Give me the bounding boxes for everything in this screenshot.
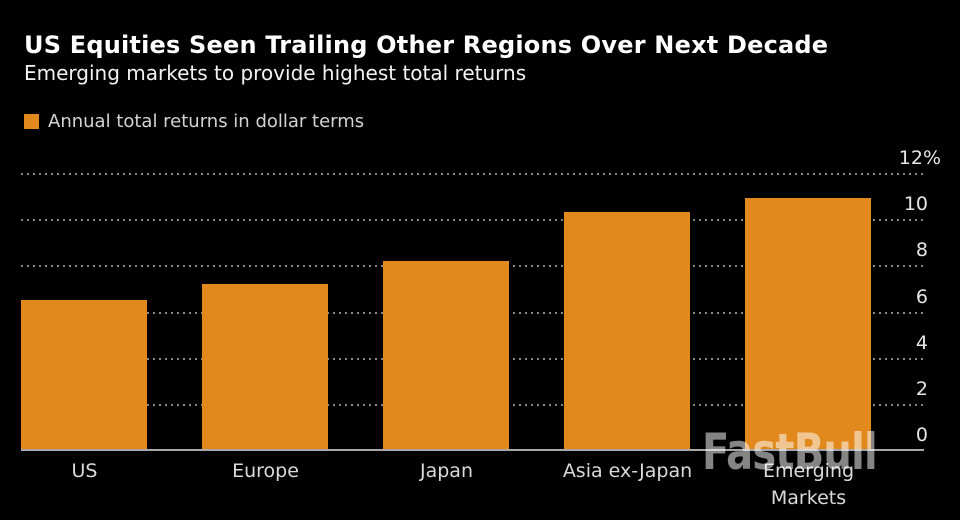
x-axis-baseline — [21, 449, 924, 451]
y-tick-label-12: 12% — [898, 147, 941, 169]
x-category-label-us: US — [71, 460, 98, 482]
legend-swatch-icon — [24, 114, 39, 129]
bar-us — [21, 300, 147, 450]
y-tick-label-6: 6 — [915, 286, 928, 308]
bar-japan — [383, 261, 509, 450]
x-category-label-asia-ex-japan: Asia ex-Japan — [562, 460, 693, 482]
y-tick-label-4: 4 — [915, 332, 928, 354]
gridline-y10 — [21, 219, 924, 221]
y-tick-label-0: 0 — [915, 424, 928, 446]
bar-emerging-markets — [745, 198, 871, 450]
legend: Annual total returns in dollar terms — [24, 111, 364, 132]
x-category-label-emerging-markets: Emerging Markets — [762, 460, 855, 509]
bar-asia-ex-japan — [564, 212, 690, 450]
y-tick-label-8: 8 — [915, 239, 928, 261]
gridline-y12 — [21, 173, 924, 175]
legend-label: Annual total returns in dollar terms — [48, 111, 365, 132]
bar-europe — [202, 284, 328, 450]
chart-title: US Equities Seen Trailing Other Regions … — [24, 31, 829, 59]
watermark: FastBull — [702, 423, 878, 481]
y-tick-label-2: 2 — [915, 378, 928, 400]
y-tick-label-10: 10 — [903, 193, 928, 215]
x-category-label-japan: Japan — [420, 460, 473, 482]
x-category-label-europe: Europe — [232, 460, 299, 482]
chart-subtitle: Emerging markets to provide highest tota… — [24, 61, 527, 85]
